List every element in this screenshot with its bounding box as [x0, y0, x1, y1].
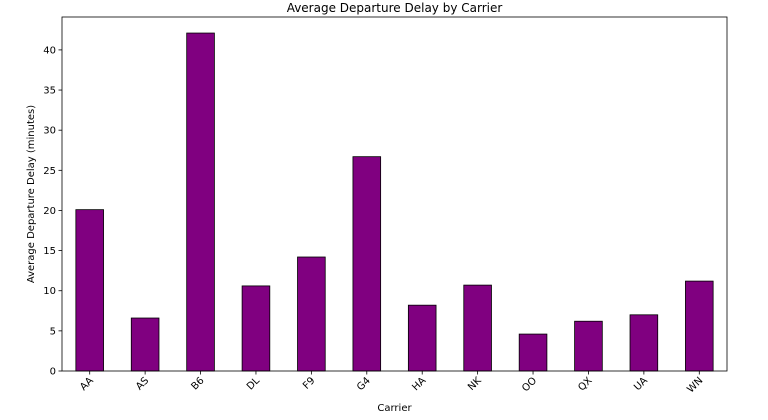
bar-nk [463, 284, 492, 372]
y-axis-label: Average Departure Delay (minutes) [26, 105, 37, 283]
y-tick-label: 25 [43, 166, 56, 177]
bar-aa [75, 209, 104, 372]
bar-dl [241, 285, 271, 372]
bar-ha [407, 304, 437, 372]
y-tick-label: 5 [50, 326, 56, 337]
y-tick-label: 20 [43, 206, 56, 217]
y-tick-label: 15 [43, 246, 56, 257]
y-tick-label: 35 [43, 86, 56, 97]
y-tick-label: 0 [50, 367, 56, 378]
bar-as [130, 317, 160, 372]
bar-oo [518, 333, 548, 372]
y-tick-label: 40 [43, 45, 56, 56]
y-axis: 0 5 10 15 20 25 30 35 40 [43, 45, 62, 378]
bar-b6 [186, 32, 215, 372]
y-tick-label: 30 [43, 126, 56, 137]
plot-frame [61, 16, 728, 372]
y-tick-label: 10 [43, 286, 56, 297]
bar-g4 [352, 156, 382, 372]
bar-f9 [297, 256, 326, 372]
bar-qx [574, 320, 603, 372]
x-axis-label: Carrier [377, 403, 412, 414]
chart-title: Average Departure Delay by Carrier [287, 1, 503, 15]
bars-layer [75, 32, 714, 372]
bar-ua [629, 314, 659, 372]
bar-wn [685, 280, 714, 372]
